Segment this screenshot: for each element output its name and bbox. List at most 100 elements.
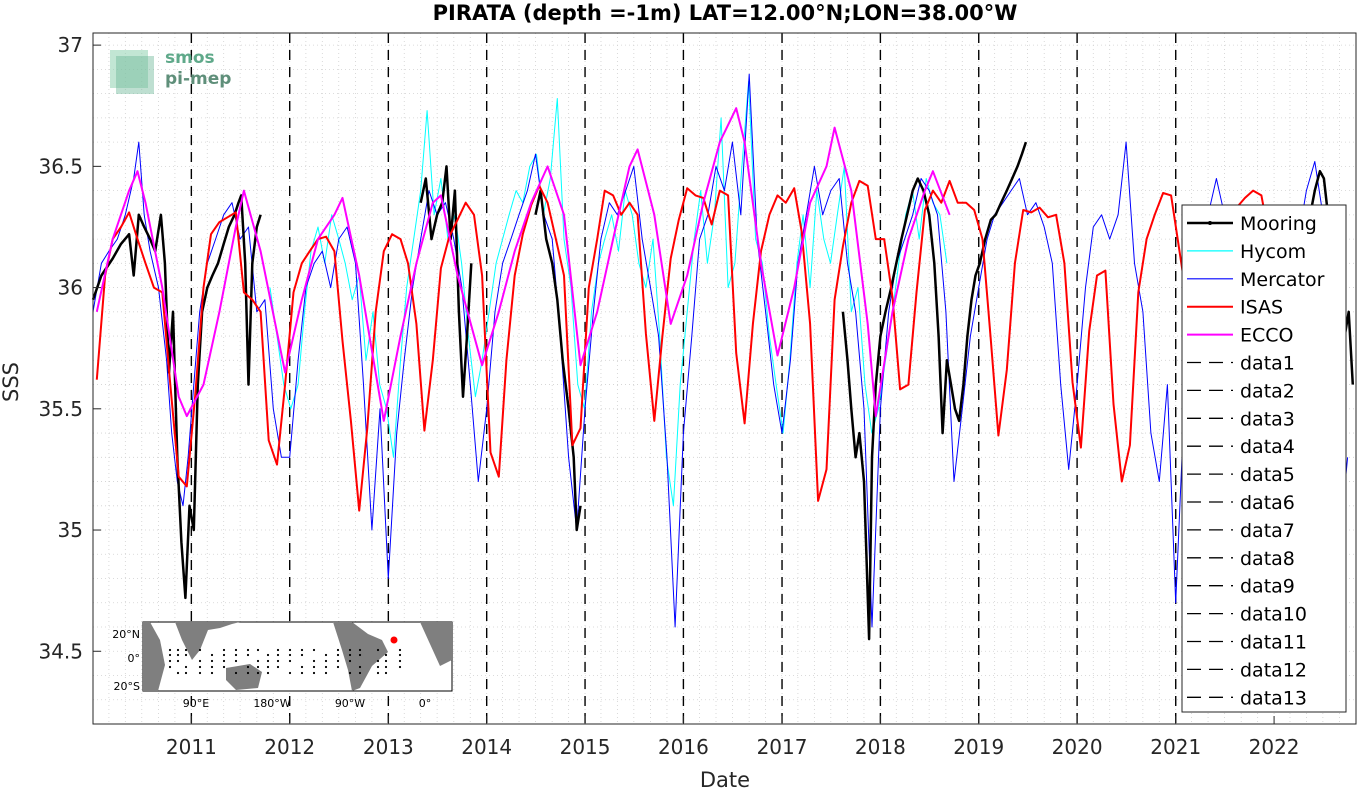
inset-buoy-dot bbox=[198, 665, 202, 669]
inset-buoy-dot bbox=[288, 671, 292, 675]
legend-marker bbox=[1208, 221, 1212, 225]
inset-buoy-dot bbox=[312, 648, 316, 652]
legend-label: ECCO bbox=[1240, 325, 1294, 347]
inset-buoy-dot bbox=[222, 665, 226, 669]
inset-buoy-dot bbox=[198, 671, 202, 675]
inset-buoy-dot bbox=[256, 659, 260, 663]
inset-buoy-dot bbox=[246, 671, 250, 675]
inset-buoy-dot bbox=[234, 671, 238, 675]
inset-buoy-dot bbox=[276, 659, 280, 663]
legend-label: data9 bbox=[1240, 576, 1295, 598]
inset-buoy-dots bbox=[168, 648, 402, 675]
inset-buoy-dot bbox=[398, 653, 402, 657]
legend-label: data7 bbox=[1240, 520, 1295, 542]
inset-buoy-dot bbox=[384, 671, 388, 675]
inset-buoy-dot bbox=[376, 659, 380, 663]
x-tick-label: 2017 bbox=[757, 735, 808, 759]
y-tick-label: 34.5 bbox=[38, 639, 83, 663]
inset-buoy-dot bbox=[348, 671, 352, 675]
inset-buoy-dot bbox=[336, 665, 340, 669]
inset-australia-land bbox=[226, 664, 262, 690]
inset-buoy-dot bbox=[168, 659, 172, 663]
legend-label: data1 bbox=[1240, 353, 1295, 375]
inset-buoy-dot bbox=[176, 648, 180, 652]
inset-buoy-dot bbox=[384, 653, 388, 657]
legend-label: data3 bbox=[1240, 408, 1295, 430]
inset-buoy-dot bbox=[256, 648, 260, 652]
y-tick-label: 35.5 bbox=[38, 397, 83, 421]
inset-buoy-dot bbox=[358, 648, 362, 652]
legend-label: data5 bbox=[1240, 464, 1295, 486]
x-tick-label: 2021 bbox=[1150, 735, 1201, 759]
inset-buoy-dot bbox=[358, 671, 362, 675]
x-tick-label: 2019 bbox=[953, 735, 1004, 759]
inset-buoy-dot bbox=[376, 671, 380, 675]
y-tick-label: 35 bbox=[58, 518, 83, 542]
inset-lat-label-3: 20°S bbox=[114, 680, 140, 693]
inset-buoy-dot bbox=[384, 665, 388, 669]
x-tick-label: 2013 bbox=[363, 735, 414, 759]
inset-africa-east-land bbox=[420, 622, 452, 666]
inset-africa-land bbox=[143, 622, 165, 691]
y-tick-label: 37 bbox=[58, 33, 83, 57]
inset-buoy-dot bbox=[324, 653, 328, 657]
inset-buoy-dot bbox=[210, 671, 214, 675]
legend-label: data6 bbox=[1240, 492, 1295, 514]
legend: Mooring Hycom Mercator ISAS ECCO data1 data2 da… bbox=[1181, 204, 1347, 713]
inset-lon-label-2: 180°W bbox=[253, 697, 290, 710]
inset-buoy-dot bbox=[276, 648, 280, 652]
series-line-ecco bbox=[95, 107, 951, 422]
plot-area bbox=[93, 33, 1356, 724]
inset-lat-label-2: 0° bbox=[128, 652, 141, 665]
legend-label: data12 bbox=[1240, 659, 1307, 681]
legend-label: data11 bbox=[1240, 632, 1307, 654]
inset-buoy-dot bbox=[324, 665, 328, 669]
inset-americas-land bbox=[333, 622, 388, 691]
series-line-isas bbox=[95, 179, 1287, 512]
inset-buoy-dot bbox=[210, 665, 214, 669]
inset-buoy-dot bbox=[288, 648, 292, 652]
legend-label: data8 bbox=[1240, 548, 1295, 570]
legend-label: data13 bbox=[1240, 687, 1307, 709]
inset-lon-label-4: 0° bbox=[419, 697, 432, 710]
inset-lon-label-3: 90°W bbox=[335, 697, 365, 710]
inset-buoy-dot bbox=[276, 653, 280, 657]
inset-buoy-dot bbox=[300, 653, 304, 657]
inset-buoy-dot bbox=[234, 659, 238, 663]
inset-buoy-dot bbox=[300, 648, 304, 652]
x-tick-label: 2015 bbox=[560, 735, 611, 759]
inset-buoy-dot bbox=[246, 665, 250, 669]
x-axis: 2011 2012 2013 2014 2015 2016 2017 2018 2019 2020… bbox=[166, 716, 1300, 759]
inset-buoy-dot bbox=[336, 648, 340, 652]
series-line-mooring bbox=[419, 165, 473, 398]
inset-buoy-dot bbox=[168, 665, 172, 669]
legend-label: data10 bbox=[1240, 604, 1307, 626]
legend-label: Mooring bbox=[1240, 213, 1317, 235]
inset-buoy-dot bbox=[376, 648, 380, 652]
inset-buoy-dot bbox=[234, 648, 238, 652]
inset-buoy-dot bbox=[176, 659, 180, 663]
legend-label: data4 bbox=[1240, 436, 1295, 458]
inset-buoy-dot bbox=[168, 653, 172, 657]
inset-asia-land bbox=[143, 622, 240, 660]
logo-text-1: smos bbox=[165, 48, 215, 68]
y-axis-label: SSS bbox=[0, 362, 23, 402]
inset-buoy-dot bbox=[358, 665, 362, 669]
inset-buoy-dot bbox=[210, 659, 214, 663]
inset-buoy-dot bbox=[256, 665, 260, 669]
inset-buoy-dot bbox=[266, 665, 270, 669]
plot-frame bbox=[92, 32, 1357, 725]
inset-buoy-dot bbox=[336, 653, 340, 657]
inset-map: 20°N 0° 20°S 90°E 180°W 90°W 0° bbox=[112, 621, 453, 710]
inset-buoy-dot bbox=[348, 659, 352, 663]
inset-buoy-dot bbox=[348, 653, 352, 657]
series-line-hycom bbox=[269, 81, 948, 507]
x-tick-label: 2012 bbox=[264, 735, 315, 759]
inset-buoy-dot bbox=[266, 659, 270, 663]
inset-buoy-dot bbox=[324, 659, 328, 663]
inset-buoy-dot bbox=[288, 653, 292, 657]
inset-buoy-dot bbox=[222, 659, 226, 663]
inset-buoy-dot bbox=[324, 671, 328, 675]
series-line-mooring bbox=[91, 194, 262, 600]
